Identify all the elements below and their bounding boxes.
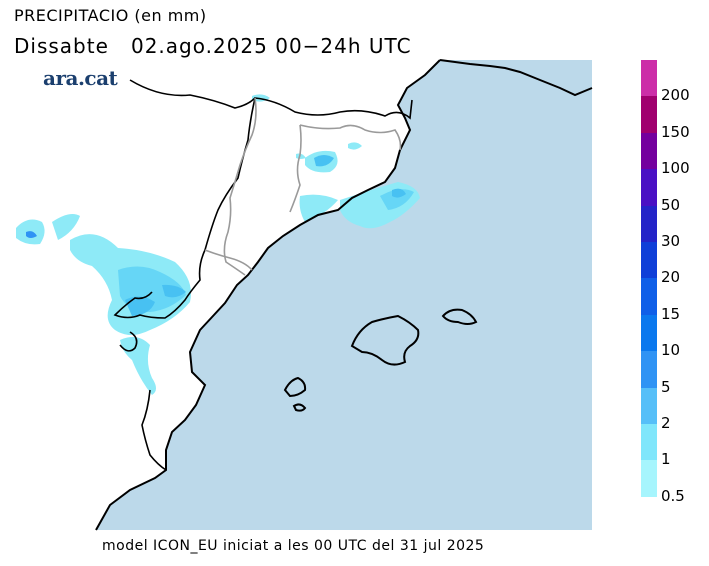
legend-swatch	[641, 60, 657, 97]
province-borders	[204, 97, 402, 276]
formentera-island	[292, 403, 307, 412]
legend-label: 100	[661, 159, 690, 178]
legend-label: 1	[661, 450, 671, 469]
legend-swatch	[641, 205, 657, 242]
legend-swatch	[641, 387, 657, 424]
legend-swatch	[641, 96, 657, 133]
map-subtitle: Dissabte 02.ago.2025 00−24h UTC	[14, 34, 412, 58]
legend-label: 20	[661, 268, 681, 287]
legend-label: 5	[661, 377, 671, 396]
legend-label: 10	[661, 341, 681, 360]
legend-swatch	[641, 241, 657, 279]
map-title: PRECIPITACIO (en mm)	[14, 6, 207, 25]
legend-label: 150	[661, 122, 690, 141]
legend-swatch	[641, 132, 657, 170]
legend-label: 2	[661, 414, 671, 432]
legend-swatch	[641, 423, 657, 461]
precipitation-overlay	[16, 94, 420, 395]
legend-label: 200	[661, 86, 690, 105]
legend-swatch	[641, 460, 657, 497]
legend-swatch	[641, 169, 657, 206]
menorca-island	[441, 308, 478, 325]
precipitation-legend	[641, 60, 657, 497]
legend-swatch	[641, 314, 657, 352]
model-info-footer: model ICON_EU iniciat a les 00 UTC del 3…	[102, 538, 485, 554]
mallorca-island	[350, 314, 420, 366]
ibiza-island	[283, 376, 307, 398]
legend-swatch	[641, 278, 657, 315]
sea-area	[96, 60, 592, 530]
coastline	[95, 59, 441, 531]
legend-label: 50	[661, 195, 681, 214]
legend-label: 30	[661, 232, 681, 250]
ara-cat-logo: ara.cat	[43, 66, 118, 90]
legend-label: 15	[661, 304, 681, 323]
international-border	[129, 79, 413, 120]
legend-label: 0.5	[661, 486, 685, 505]
legend-swatch	[641, 351, 657, 388]
